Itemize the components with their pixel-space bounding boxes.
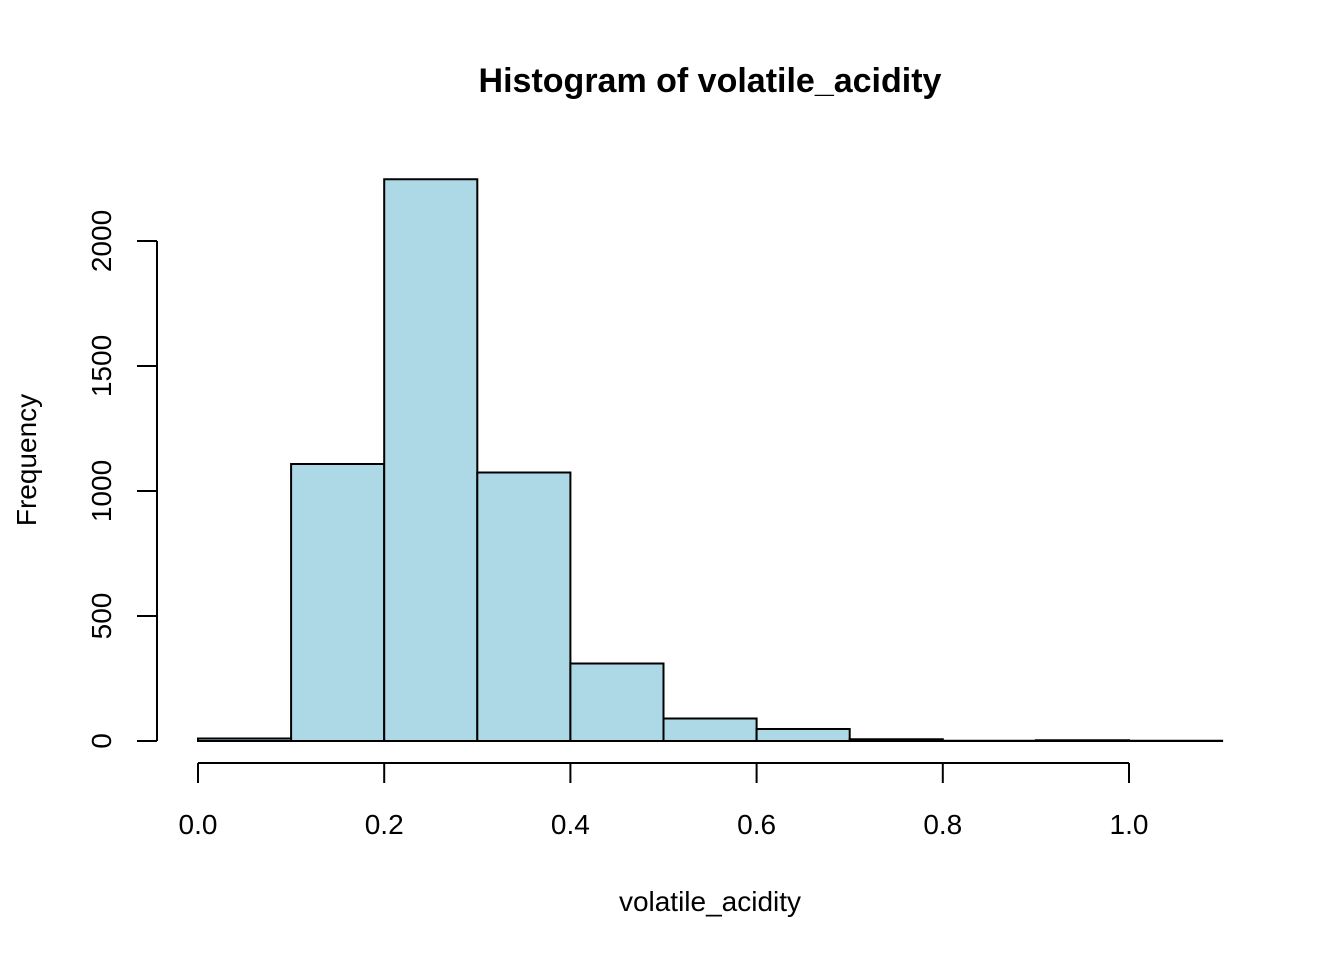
y-axis: 0 500 1000 1500 2000: [86, 210, 158, 749]
x-axis: 0.0 0.2 0.4 0.6 0.8 1.0: [179, 762, 1149, 840]
y-axis-label: Frequency: [11, 394, 42, 526]
y-tick-label: 2000: [86, 210, 117, 272]
histogram-bar: [848, 738, 944, 742]
x-tick-label: 1.0: [1110, 809, 1149, 840]
histogram-bar: [383, 178, 479, 742]
histogram-bar: [569, 662, 665, 742]
histogram-bar: [755, 728, 851, 742]
histogram-bar: [197, 737, 293, 742]
x-axis-label: volatile_acidity: [619, 886, 801, 917]
y-tick-label: 500: [86, 593, 117, 640]
histogram-bar: [290, 463, 386, 742]
x-tick-label: 0.0: [179, 809, 218, 840]
histogram-bar: [476, 471, 572, 742]
x-tick-label: 0.2: [365, 809, 404, 840]
x-tick-label: 0.8: [923, 809, 962, 840]
y-tick-label: 0: [86, 733, 117, 749]
chart-title: Histogram of volatile_acidity: [479, 62, 942, 100]
bars-group: [197, 178, 1224, 742]
y-tick-label: 1500: [86, 335, 117, 397]
y-tick-label: 1000: [86, 460, 117, 522]
histogram-bar: [662, 717, 758, 742]
x-tick-label: 0.4: [551, 809, 590, 840]
histogram-bar: [1034, 739, 1131, 742]
x-tick-label: 0.6: [737, 809, 776, 840]
